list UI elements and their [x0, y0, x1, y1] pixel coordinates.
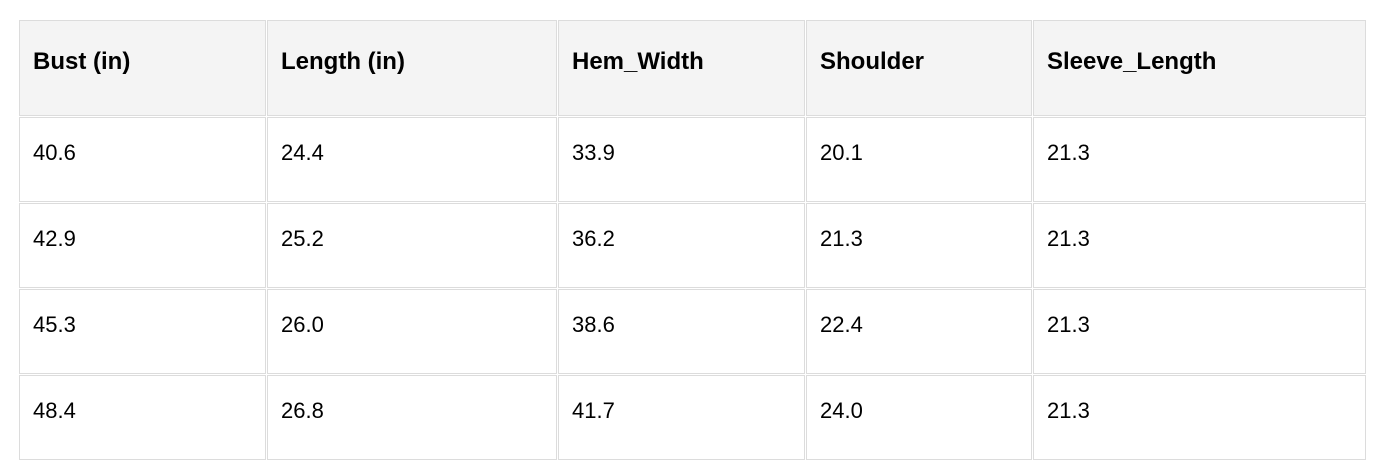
table-row: 42.9 25.2 36.2 21.3 21.3 [19, 203, 1366, 288]
table-cell: 26.8 [267, 375, 557, 460]
table-cell: 42.9 [19, 203, 266, 288]
table-cell: 21.3 [806, 203, 1032, 288]
table-cell: 21.3 [1033, 289, 1366, 374]
table-cell: 33.9 [558, 117, 805, 202]
table-cell: 40.6 [19, 117, 266, 202]
table-cell: 38.6 [558, 289, 805, 374]
column-header-hem-width: Hem_Width [558, 20, 805, 116]
table-cell: 41.7 [558, 375, 805, 460]
table-row: 40.6 24.4 33.9 20.1 21.3 [19, 117, 1366, 202]
column-header-length: Length (in) [267, 20, 557, 116]
table-row: 48.4 26.8 41.7 24.0 21.3 [19, 375, 1366, 460]
table-cell: 45.3 [19, 289, 266, 374]
table-cell: 21.3 [1033, 375, 1366, 460]
table-row: 45.3 26.0 38.6 22.4 21.3 [19, 289, 1366, 374]
header-row: Bust (in) Length (in) Hem_Width Shoulder… [19, 20, 1366, 116]
column-header-sleeve-length: Sleeve_Length [1033, 20, 1366, 116]
table-cell: 24.0 [806, 375, 1032, 460]
table-cell: 36.2 [558, 203, 805, 288]
table-cell: 20.1 [806, 117, 1032, 202]
table-cell: 48.4 [19, 375, 266, 460]
table-cell: 25.2 [267, 203, 557, 288]
table-cell: 24.4 [267, 117, 557, 202]
table-cell: 21.3 [1033, 203, 1366, 288]
table-cell: 21.3 [1033, 117, 1366, 202]
table-cell: 26.0 [267, 289, 557, 374]
measurements-table: Bust (in) Length (in) Hem_Width Shoulder… [18, 19, 1367, 461]
table-cell: 22.4 [806, 289, 1032, 374]
column-header-bust: Bust (in) [19, 20, 266, 116]
column-header-shoulder: Shoulder [806, 20, 1032, 116]
